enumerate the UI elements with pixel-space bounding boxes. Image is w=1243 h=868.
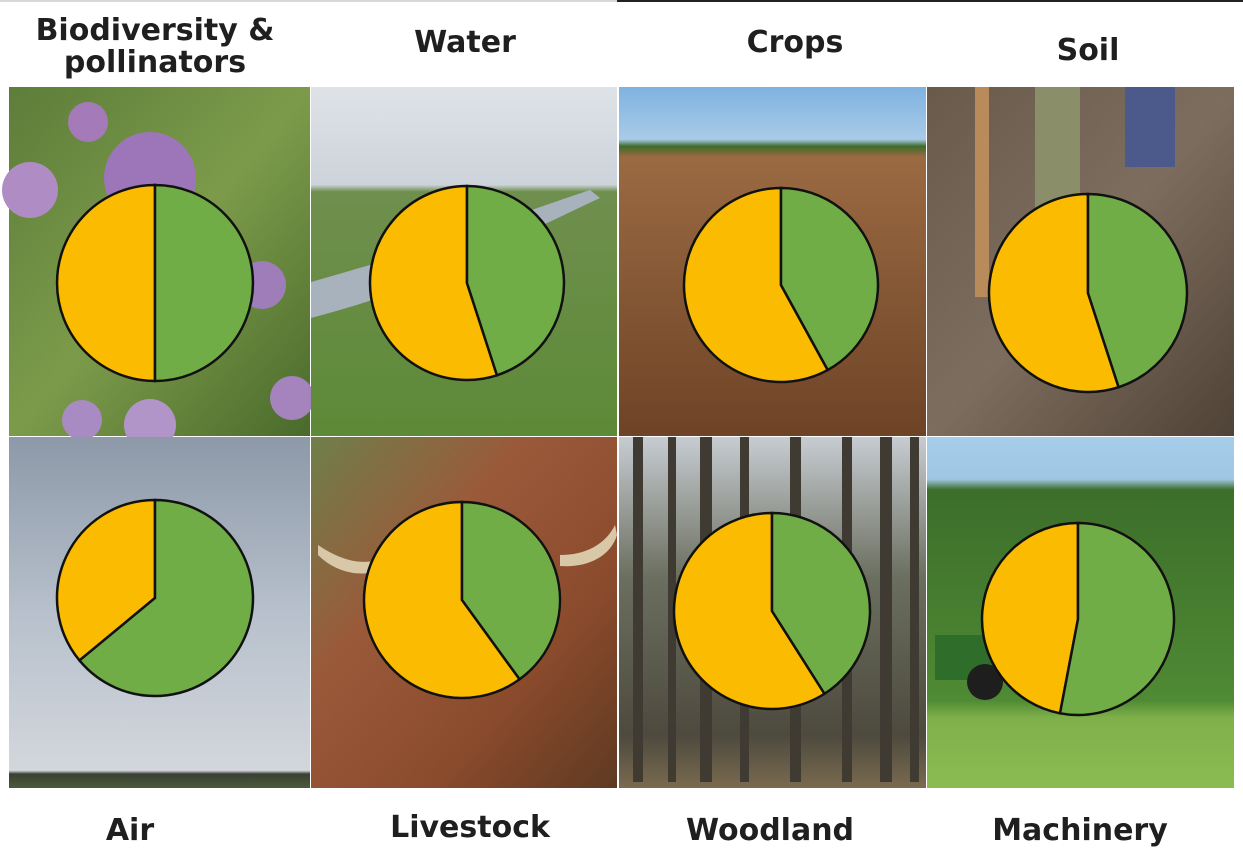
pie-slice-air-0 — [55, 498, 157, 663]
pie-slice-machinery-1 — [1058, 521, 1176, 717]
pie-slice-woodland-1 — [770, 511, 872, 696]
label-air: Air — [105, 813, 155, 848]
pie-water — [368, 184, 566, 382]
label-livestock: Livestock — [390, 810, 550, 845]
pie-crops — [682, 186, 880, 384]
photo-flower-3 — [2, 162, 58, 218]
photo-flower-1 — [68, 102, 108, 142]
pie-slice-water-1 — [465, 184, 566, 377]
label-biodiversity: Biodiversity & pollinators — [35, 13, 275, 80]
pie-soil — [987, 192, 1189, 394]
pie-woodland — [672, 511, 872, 711]
pie-slice-livestock-1 — [460, 500, 562, 682]
pie-slice-soil-1 — [1086, 192, 1189, 389]
pie-air — [55, 498, 255, 698]
pie-slice-biodiversity-1 — [153, 183, 255, 383]
pie-slice-soil-0 — [987, 192, 1121, 394]
pie-slice-biodiversity-0 — [55, 183, 157, 383]
label-soil: Soil — [1056, 33, 1120, 68]
photo-leg — [1125, 87, 1175, 167]
label-water: Water — [414, 25, 516, 60]
pie-charts — [55, 183, 1189, 717]
pie-slice-crops-0 — [682, 186, 830, 384]
photo-horn-right — [560, 525, 617, 567]
photo-boot — [1035, 87, 1080, 207]
label-woodland: Woodland — [685, 813, 855, 848]
photo-spade-handle — [975, 87, 989, 297]
pie-slice-machinery-0 — [980, 521, 1080, 715]
pie-slice-woodland-0 — [672, 511, 827, 711]
photo-horn-left — [318, 545, 380, 574]
top-border-dark — [617, 0, 1243, 2]
photo-flower-7 — [62, 400, 102, 440]
label-machinery: Machinery — [992, 813, 1168, 848]
pie-livestock — [362, 500, 562, 700]
pie-slice-crops-1 — [779, 186, 880, 372]
photo-tractor-wheel — [967, 664, 1003, 700]
label-crops: Crops — [746, 25, 844, 60]
pie-slice-livestock-0 — [362, 500, 522, 700]
photo-flower-5 — [270, 376, 314, 420]
pie-slice-air-1 — [77, 498, 255, 698]
pie-biodiversity — [55, 183, 255, 383]
pie-machinery — [980, 521, 1176, 717]
pie-slice-water-0 — [368, 184, 499, 382]
